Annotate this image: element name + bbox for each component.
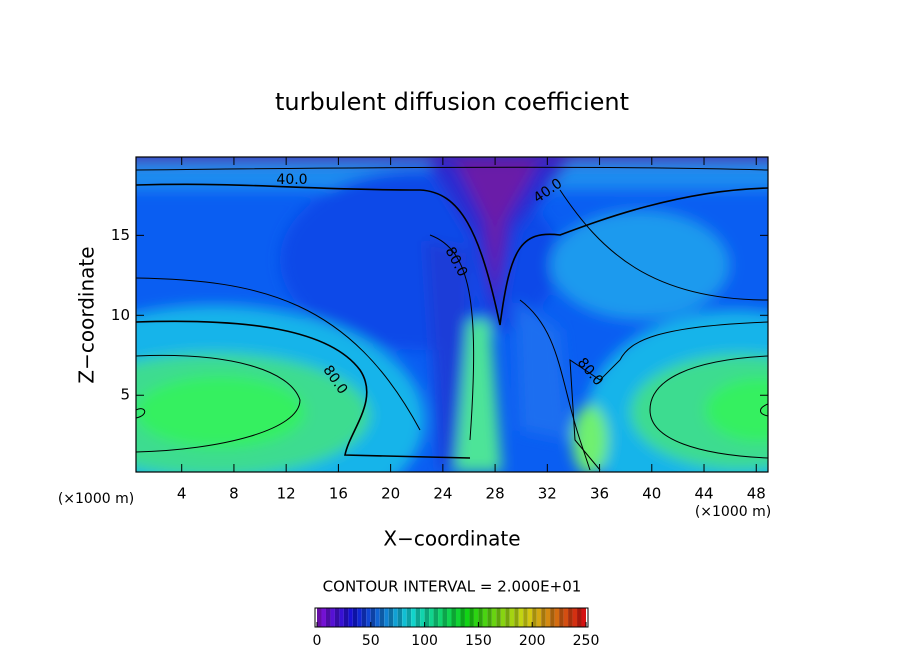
x-tick-label: 20 (381, 485, 400, 503)
contour-field (136, 157, 768, 472)
x-tick-label: 12 (277, 485, 296, 503)
colorbar-swatch (339, 608, 344, 627)
colorbar-swatch (415, 608, 421, 627)
colorbar-swatch (406, 608, 412, 627)
colorbar-swatch (460, 608, 465, 627)
y-tick-label: 15 (111, 226, 130, 244)
colorbar-swatch (487, 608, 492, 627)
unit-label: (×1000 m) (695, 504, 771, 520)
colorbar-swatch (500, 608, 506, 627)
colorbar-swatch (325, 608, 331, 627)
x-tick-label: 48 (747, 485, 766, 503)
colorbar-swatch (411, 608, 416, 627)
x-tick-label: 32 (538, 485, 557, 503)
x-tick-label: 44 (694, 485, 713, 503)
colorbar-swatch (536, 608, 542, 627)
colorbar-swatch (334, 608, 340, 627)
colorbar-swatch (509, 608, 515, 627)
colorbar-swatch (563, 608, 569, 627)
colorbar-swatch (424, 608, 430, 627)
colorbar-swatch (397, 608, 403, 627)
y-tick-label: 5 (120, 386, 130, 404)
colorbar-swatch (514, 608, 519, 627)
colorbar-swatch (518, 608, 524, 627)
colorbar-swatch (388, 608, 394, 627)
chart-title: turbulent diffusion coefficient (275, 88, 629, 116)
colorbar-swatch (330, 608, 335, 627)
colorbar-swatch (469, 608, 474, 627)
colorbar-swatch (442, 608, 448, 627)
colorbar-tick-label: 250 (573, 633, 600, 649)
colorbar-swatch (568, 608, 573, 627)
colorbar-swatch (550, 608, 555, 627)
x-tick-label: 28 (486, 485, 505, 503)
y-axis-label: Z−coordinate (75, 246, 99, 383)
colorbar-swatch (370, 608, 376, 627)
colorbar-tick-label: 0 (313, 633, 322, 649)
colorbar-tick-label: 200 (519, 633, 546, 649)
colorbar-swatch (357, 608, 362, 627)
colorbar-swatch (455, 608, 461, 627)
colorbar-swatch (379, 608, 385, 627)
colorbar-swatch (482, 608, 488, 627)
colorbar-swatch (491, 608, 497, 627)
y-tick-label: 10 (111, 306, 130, 324)
colorbar-swatch (464, 608, 470, 627)
colorbar-swatch (438, 608, 443, 627)
colorbar-tick-label: 150 (465, 633, 492, 649)
colorbar-swatch (343, 608, 349, 627)
colorbar-swatch (545, 608, 551, 627)
colorbar-swatch (478, 608, 483, 627)
contour-interval: CONTOUR INTERVAL = 2.000E+01 (323, 578, 582, 596)
colorbar-swatch (384, 608, 389, 627)
colorbar-swatch (420, 608, 425, 627)
colorbar-swatch (523, 608, 528, 627)
contour-label: 40.0 (276, 172, 307, 188)
colorbar-swatch (473, 608, 479, 627)
colorbar-swatch (447, 608, 452, 627)
colorbar-swatch (527, 608, 533, 627)
colorbar-swatch (375, 608, 380, 627)
colorbar-swatch (451, 608, 456, 627)
colorbar-swatch (361, 608, 367, 627)
colorbar-swatch (393, 608, 398, 627)
colorbar-frame (314, 607, 589, 628)
x-tick-label: 16 (329, 485, 348, 503)
x-axis-label: X−coordinate (383, 527, 520, 551)
colorbar-swatch (402, 608, 407, 627)
colorbar-swatch (496, 608, 501, 627)
colorbar-swatch (505, 608, 510, 627)
colorbar-swatch (317, 608, 322, 627)
colorbar-tick-label: 50 (362, 633, 380, 649)
plot-frame (135, 156, 769, 473)
colorbar-swatch (554, 608, 560, 627)
colorbar-swatch (429, 608, 434, 627)
colorbar-swatch (433, 608, 439, 627)
colorbar-swatch (321, 608, 326, 627)
colorbar-swatch (532, 608, 537, 627)
x-tick-label: 24 (433, 485, 452, 503)
colorbar-swatch (572, 608, 578, 627)
x-tick-label: 36 (590, 485, 609, 503)
colorbar-swatch (366, 608, 371, 627)
colorbar-swatch (581, 608, 586, 627)
colorbar-swatch (541, 608, 546, 627)
colorbar-swatch (348, 608, 353, 627)
colorbar-swatch (352, 608, 358, 627)
x-tick-label: 8 (229, 485, 239, 503)
colorbar-swatch (559, 608, 564, 627)
unit-label: (×1000 m) (58, 491, 134, 507)
x-tick-label: 40 (642, 485, 661, 503)
x-tick-label: 4 (177, 485, 187, 503)
colorbar-swatch (577, 608, 582, 627)
colorbar-tick-label: 100 (411, 633, 438, 649)
